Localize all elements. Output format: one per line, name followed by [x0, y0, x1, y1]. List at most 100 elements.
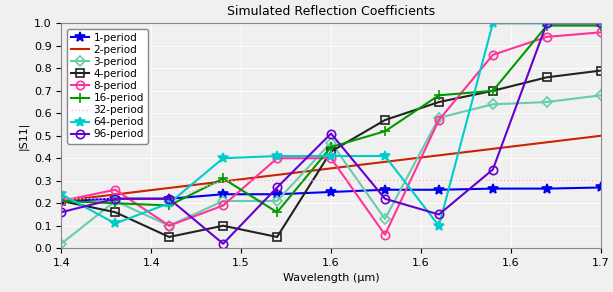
1-period [273, 192, 281, 196]
16-period [435, 93, 443, 97]
4-period [273, 235, 281, 239]
4-period [112, 211, 119, 214]
8-period [112, 188, 119, 192]
96-period [166, 197, 173, 201]
8-period [166, 224, 173, 227]
3-period [597, 93, 604, 97]
1-period [58, 199, 65, 203]
32-period [219, 179, 227, 182]
8-period [381, 233, 389, 237]
1-period [435, 188, 443, 192]
64-period [219, 157, 227, 160]
16-period [327, 145, 335, 149]
16-period [219, 177, 227, 180]
16-period [273, 211, 281, 214]
3-period [273, 199, 281, 203]
32-period [597, 179, 604, 182]
1-period [489, 187, 497, 190]
4-period [543, 76, 550, 79]
1-period [327, 190, 335, 194]
3-period [327, 141, 335, 144]
4-period [327, 150, 335, 153]
4-period [58, 199, 65, 203]
3-period [543, 100, 550, 104]
96-period [219, 242, 227, 246]
Title: Simulated Reflection Coefficients: Simulated Reflection Coefficients [227, 5, 435, 18]
32-period [58, 197, 65, 201]
1-period [597, 186, 604, 189]
3-period [381, 217, 389, 221]
Line: 96-period: 96-period [57, 19, 605, 248]
32-period [435, 179, 443, 182]
64-period [327, 154, 335, 158]
4-period [597, 69, 604, 72]
96-period [597, 22, 604, 25]
16-period [543, 24, 550, 27]
Line: 1-period: 1-period [56, 182, 606, 206]
16-period [166, 204, 173, 207]
1-period [166, 197, 173, 201]
X-axis label: Wavelength (μm): Wavelength (μm) [283, 274, 379, 284]
96-period [327, 132, 335, 135]
32-period [543, 179, 550, 182]
1-period [381, 188, 389, 192]
96-period [273, 186, 281, 189]
32-period [381, 179, 389, 182]
Y-axis label: |S11|: |S11| [18, 121, 28, 150]
16-period [112, 201, 119, 205]
32-period [327, 179, 335, 182]
3-period [435, 116, 443, 119]
64-period [489, 22, 497, 25]
64-period [543, 22, 550, 25]
32-period [489, 179, 497, 182]
Line: 4-period: 4-period [57, 66, 605, 241]
64-period [112, 222, 119, 225]
1-period [112, 197, 119, 201]
Line: 32-period: 32-period [61, 181, 601, 199]
16-period [489, 89, 497, 93]
Line: 64-period: 64-period [56, 18, 606, 231]
96-period [543, 22, 550, 25]
3-period [166, 224, 173, 227]
8-period [58, 199, 65, 203]
64-period [58, 192, 65, 196]
16-period [381, 130, 389, 133]
3-period [489, 102, 497, 106]
64-period [166, 201, 173, 205]
96-period [435, 213, 443, 216]
8-period [489, 53, 497, 57]
8-period [273, 157, 281, 160]
32-period [112, 197, 119, 201]
4-period [219, 224, 227, 227]
64-period [597, 22, 604, 25]
64-period [273, 154, 281, 158]
1-period [219, 192, 227, 196]
16-period [597, 24, 604, 27]
96-period [489, 168, 497, 171]
8-period [543, 35, 550, 39]
1-period [543, 187, 550, 190]
96-period [58, 211, 65, 214]
8-period [219, 204, 227, 207]
4-period [166, 235, 173, 239]
Line: 16-period: 16-period [56, 21, 606, 217]
8-period [327, 157, 335, 160]
64-period [435, 224, 443, 227]
16-period [58, 199, 65, 203]
4-period [489, 89, 497, 93]
4-period [435, 100, 443, 104]
3-period [58, 242, 65, 246]
4-period [381, 118, 389, 122]
64-period [381, 154, 389, 158]
96-period [381, 197, 389, 201]
96-period [112, 197, 119, 201]
Legend: 1-period, 2-period, 3-period, 4-period, 8-period, 16-period, 32-period, 64-perio: 1-period, 2-period, 3-period, 4-period, … [66, 29, 148, 144]
32-period [166, 197, 173, 201]
8-period [597, 31, 604, 34]
32-period [273, 179, 281, 182]
3-period [112, 199, 119, 203]
Line: 3-period: 3-period [58, 92, 604, 247]
3-period [219, 199, 227, 203]
8-period [435, 118, 443, 122]
Line: 8-period: 8-period [57, 28, 605, 239]
